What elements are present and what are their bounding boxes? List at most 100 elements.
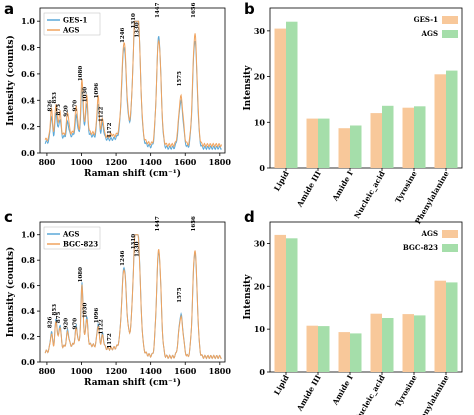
panel-b: b 0 10 20 30 Intensity Lipid Amide III Amide INu…: [243, 0, 463, 226]
y-tick-label: 1.0: [21, 230, 35, 240]
y-tick-label: 10: [254, 324, 266, 334]
category-label: Tyrosine: [393, 373, 419, 408]
y-axis-title: Intensity (counts): [5, 247, 16, 338]
bar-bgc-823: [446, 282, 458, 372]
legend-swatch: [442, 30, 458, 38]
peak-label: 1096: [94, 308, 100, 323]
peak-label: 875: [56, 104, 62, 116]
y-tick-label: 0.6: [21, 281, 35, 291]
bar-ges-1: [370, 113, 382, 168]
panel-letter: b: [244, 0, 255, 18]
peak-label: 1122: [99, 107, 105, 122]
x-tick-label: 1800: [209, 366, 232, 376]
y-tick-label: 30: [254, 26, 266, 36]
legend-label: BGC-823: [63, 240, 98, 249]
x-tick-label: 1600: [174, 366, 197, 376]
category-label: Phenylalanine: [413, 373, 451, 415]
y-tick-label: 20: [254, 281, 266, 291]
peak-label: 826: [47, 100, 53, 112]
legend-label: AGS: [62, 230, 79, 239]
x-tick-label: 1600: [174, 157, 197, 167]
bar-ges-1: [338, 128, 350, 168]
x-tick-label: 1400: [140, 157, 163, 167]
category-label: Amide I: [330, 169, 355, 203]
bar-ags: [274, 234, 286, 372]
legend-label: GES-1: [63, 16, 88, 25]
x-tick-label: 1400: [140, 366, 163, 376]
peak-label: 826: [47, 317, 53, 329]
y-tick-label: 1.0: [21, 16, 35, 26]
category-label: Amide I: [330, 373, 355, 407]
panel-a: a 800 1000 1200 1400 1600 1800 0.0 0.2 0.4 0.6 0.8 1…: [4, 0, 231, 179]
y-axis-title: Intensity: [243, 274, 253, 320]
peak-label: 875: [56, 311, 62, 323]
peak-label: 970: [72, 100, 78, 112]
panel-d: d 0 10 20 30 Intensity Lipid Amide III Amide INu…: [243, 208, 463, 415]
bar-ags: [402, 314, 414, 372]
x-axis-title: Raman shift (cm⁻¹): [84, 168, 181, 179]
bar-bgc-823: [382, 318, 394, 372]
legend-label: BGC-823: [403, 243, 438, 252]
plot-frame: [269, 221, 463, 373]
bar-ags: [338, 332, 350, 372]
y-tick-label: 0.0: [21, 148, 35, 158]
bar-ags: [370, 313, 382, 372]
bar-bgc-823: [286, 238, 298, 372]
series-line-ags: [44, 20, 222, 148]
peak-label: 1122: [99, 319, 105, 334]
category-label: Phenylalanine: [413, 169, 451, 225]
category-label: Amide III: [295, 373, 323, 413]
y-tick-label: 0.2: [21, 122, 35, 132]
legend-label: GES-1: [414, 15, 439, 24]
y-tick-label: 0: [259, 367, 265, 377]
bar-ags: [318, 118, 330, 168]
peak-label: 1310: [131, 234, 137, 249]
peak-label: 1246: [120, 250, 126, 265]
legend-label: AGS: [62, 26, 79, 35]
x-tick-label: 1200: [105, 157, 128, 167]
y-tick-label: 0.4: [21, 95, 35, 105]
peak-label: 1656: [191, 216, 197, 231]
panel-c: c 800 1000 1200 1400 1600 1800 0.0 0.2 0.4 0.6 0.8 1…: [4, 208, 231, 388]
legend-swatch: [442, 230, 458, 238]
peak-label: 920: [64, 105, 70, 117]
category-label: Tyrosine: [393, 169, 419, 204]
peak-label: 1310: [131, 13, 137, 28]
peak-label: 1575: [177, 71, 183, 86]
bar-ags: [446, 70, 458, 168]
peak-label: 1447: [155, 2, 161, 17]
peak-label: 1575: [177, 287, 183, 302]
y-axis-title: Intensity: [243, 65, 253, 111]
plot-frame: [39, 221, 226, 363]
peak-label: 1330: [135, 241, 141, 256]
plot-frame: [39, 7, 226, 154]
legend-swatch: [442, 16, 458, 24]
legend-label: AGS: [421, 29, 438, 38]
plot-frame: [269, 7, 463, 169]
peak-label: 853: [52, 92, 58, 104]
legend-label: AGS: [421, 229, 438, 238]
bar-bgc-823: [350, 333, 362, 372]
category-label: Lipid: [272, 373, 291, 397]
peak-label: 1172: [107, 122, 113, 137]
peak-label: 853: [52, 304, 58, 316]
peak-label: 1246: [120, 27, 126, 42]
peak-label: 1656: [191, 2, 197, 17]
bar-bgc-823: [318, 326, 330, 372]
category-label: Nucleic_acid: [352, 373, 387, 415]
bar-ges-1: [306, 118, 318, 168]
panel-letter: d: [244, 208, 255, 226]
y-tick-label: 0.4: [21, 306, 35, 316]
x-tick-label: 800: [39, 366, 56, 376]
y-tick-label: 0.0: [21, 357, 35, 367]
x-tick-label: 1000: [70, 157, 93, 167]
peak-label: 1080: [78, 267, 84, 282]
panel-letter: c: [4, 208, 13, 226]
y-tick-label: 0.2: [21, 332, 35, 342]
bar-ags: [414, 106, 426, 168]
y-tick-label: 30: [254, 238, 266, 248]
bar-ags: [306, 325, 318, 372]
x-tick-label: 800: [39, 157, 56, 167]
y-tick-label: 0.8: [21, 43, 35, 53]
peak-label: 1030: [83, 303, 89, 318]
